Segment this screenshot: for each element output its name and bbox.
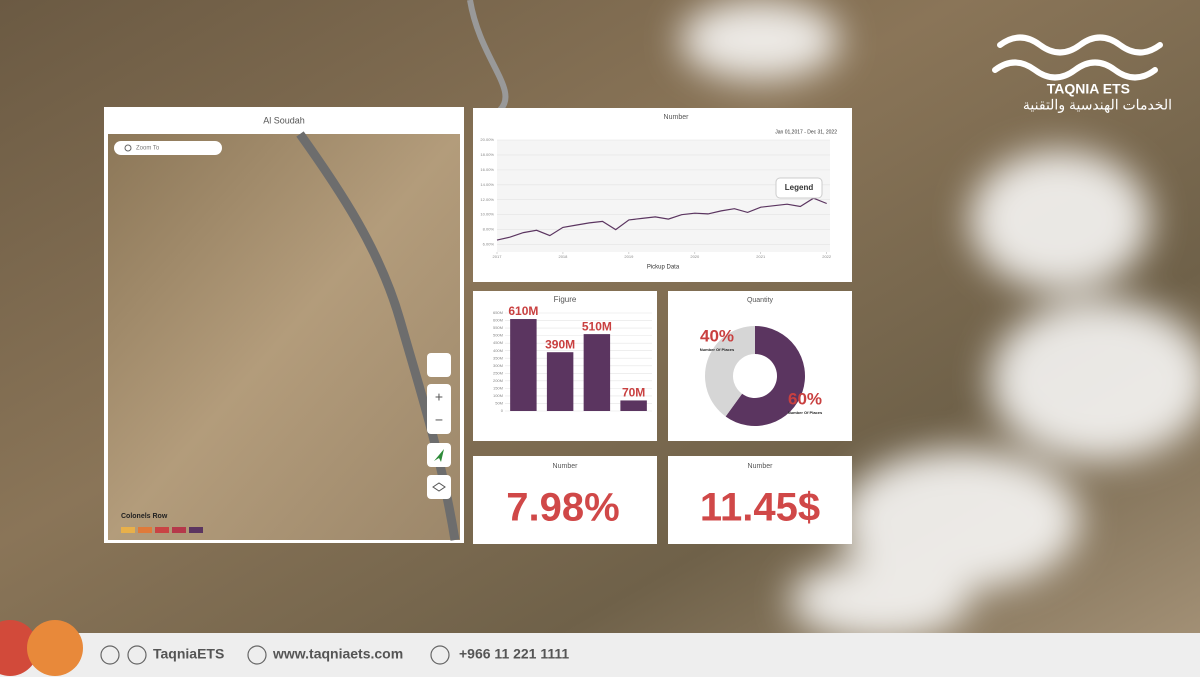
- kpi-value: 11.45$: [700, 486, 820, 530]
- x-tick-label: 2021: [756, 254, 766, 259]
- zoom-out-icon: −: [435, 412, 443, 428]
- donut-slice: [725, 326, 805, 426]
- footer-icons: [100, 645, 450, 665]
- legend-swatch: [138, 527, 152, 533]
- map-title: Al Soudah: [263, 115, 305, 125]
- bar: [620, 400, 647, 411]
- road: [467, 0, 509, 113]
- logo: [992, 34, 1163, 81]
- y-tick-label: 18.00%: [480, 152, 494, 157]
- footer: [0, 633, 1200, 677]
- y-tick-label: 12.00%: [480, 197, 494, 202]
- y-tick-label: 600M: [493, 318, 503, 323]
- legend-swatch: [189, 527, 203, 533]
- legend-swatch: [172, 527, 186, 533]
- chart-subtitle: Jan 01,2017 - Dec 31, 2022: [775, 129, 837, 135]
- y-tick-label: 500M: [493, 333, 503, 338]
- kpi-card: [473, 456, 657, 544]
- legend-swatch: [121, 527, 135, 533]
- search-icon: [124, 144, 132, 152]
- donut-category-label: Number Of Places: [788, 410, 823, 415]
- y-tick-label: 8.00%: [483, 227, 495, 232]
- y-tick-label: 350M: [493, 355, 503, 360]
- map-legend-title: Colonels Row: [121, 513, 168, 520]
- y-tick-label: 150M: [493, 385, 503, 390]
- y-tick-label: 200M: [493, 378, 503, 383]
- bar-value-label: 510M: [582, 319, 612, 333]
- layers-icon: [432, 482, 446, 492]
- x-tick-label: 2018: [558, 254, 568, 259]
- y-tick-label: 250M: [493, 370, 503, 375]
- chart-title: Quantity: [747, 297, 774, 304]
- line-series: [496, 197, 827, 241]
- y-tick-label: 6.00%: [483, 242, 495, 247]
- bar: [546, 352, 574, 411]
- footer-website[interactable]: www.taqniaets.com: [272, 646, 403, 662]
- y-tick-label: 650M: [493, 310, 503, 315]
- donut-category-label: Number Of Places: [700, 347, 735, 352]
- donut-value-label: 40%: [700, 326, 734, 345]
- y-tick-label: 50M: [495, 401, 503, 406]
- legend-swatch: [155, 527, 169, 533]
- bar-value-label: 390M: [545, 337, 575, 351]
- kpi-title: Number: [553, 463, 579, 470]
- y-tick-label: 300M: [493, 363, 503, 368]
- y-tick-label: 20.00%: [480, 137, 494, 142]
- map-legend: [121, 527, 203, 533]
- y-tick-label: 14.00%: [480, 182, 494, 187]
- brand-name: TAQNIA ETS: [1047, 81, 1130, 97]
- bar-value-label: 610M: [508, 304, 538, 318]
- layers-button[interactable]: [427, 475, 451, 499]
- kpi-card: [668, 456, 852, 544]
- legend-button-label: Legend: [785, 183, 814, 192]
- y-tick-label: 10.00%: [480, 212, 494, 217]
- y-tick-label: 400M: [493, 348, 503, 353]
- legend-button[interactable]: [775, 177, 823, 199]
- zoom-buttons[interactable]: [427, 384, 451, 434]
- navigate-icon: [434, 449, 444, 462]
- footer-decoration: [0, 620, 38, 676]
- y-tick-label: 550M: [493, 325, 503, 330]
- y-tick-label: 0: [501, 408, 504, 413]
- x-tick-label: 2022: [822, 254, 832, 259]
- x-axis-label: Pickup Data: [647, 265, 680, 271]
- chart-title: Figure: [554, 295, 577, 304]
- footer-phone[interactable]: +966 11 221 1111: [459, 646, 569, 662]
- brand-tagline: الخدمات الهندسية والتقنية: [1023, 97, 1172, 114]
- chart-title: Number: [664, 114, 690, 121]
- kpi-title: Number: [748, 463, 774, 470]
- search-box[interactable]: [114, 141, 222, 155]
- locate-button[interactable]: [427, 353, 451, 377]
- x-tick-label: 2020: [690, 254, 700, 259]
- y-tick-label: 100M: [493, 393, 503, 398]
- clouds: [680, 0, 1200, 640]
- footer-social[interactable]: TaqniaETS: [153, 646, 224, 662]
- bar: [510, 319, 537, 411]
- zoom-in-icon: +: [435, 389, 443, 405]
- bar: [583, 334, 611, 411]
- bar-value-label: 70M: [622, 386, 645, 400]
- donut-slice: [705, 326, 755, 417]
- kpi-value: 7.98%: [506, 486, 619, 530]
- search-placeholder: Zoom To: [136, 146, 160, 152]
- x-tick-label: 2017: [493, 254, 503, 259]
- donut-value-label: 60%: [788, 389, 822, 408]
- footer-decoration: [27, 620, 83, 676]
- y-tick-label: 450M: [493, 340, 503, 345]
- x-tick-label: 2019: [624, 254, 634, 259]
- y-tick-label: 16.00%: [480, 167, 494, 172]
